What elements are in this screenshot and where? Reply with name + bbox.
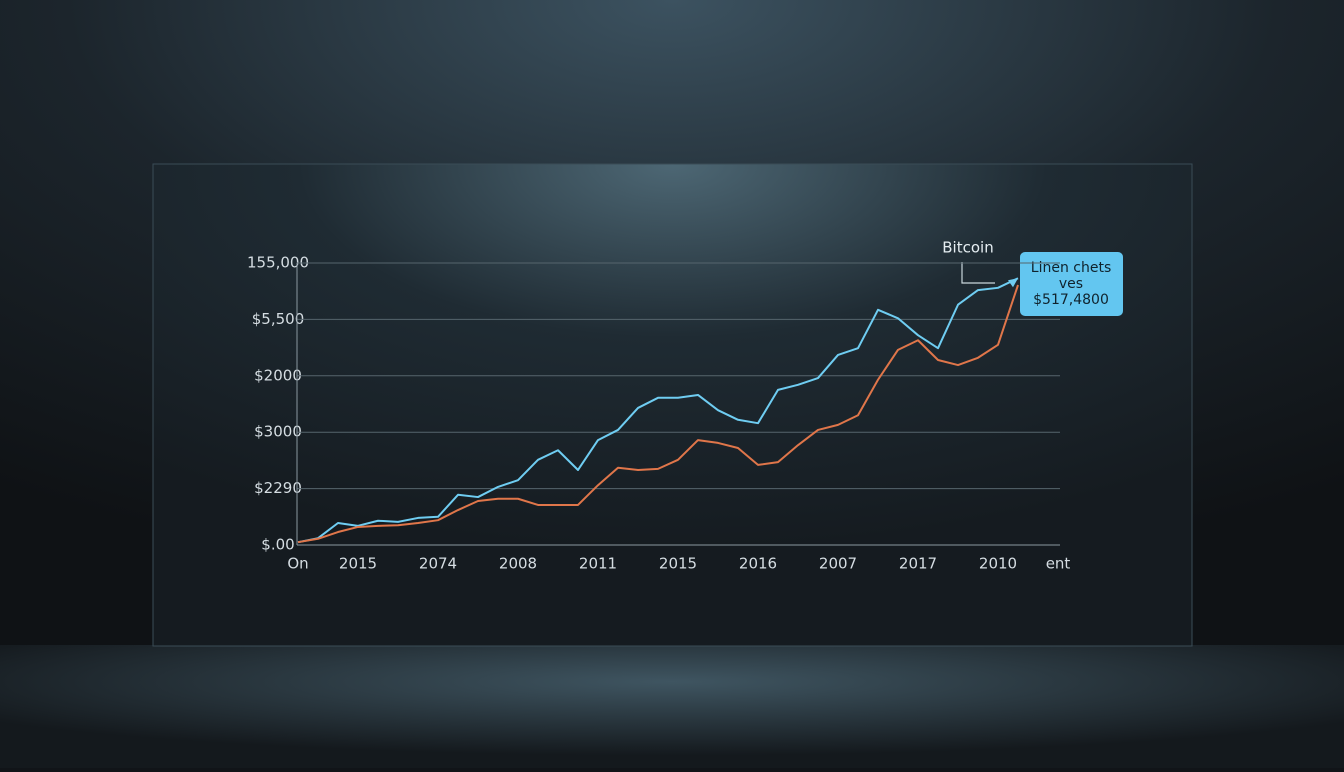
y-tick-label: $5,500 xyxy=(252,310,305,328)
callout-line: ves xyxy=(1059,276,1083,292)
x-tick-label: 2074 xyxy=(419,555,457,573)
x-tick-label: On xyxy=(287,555,308,573)
x-tick-label: ent xyxy=(1046,555,1071,573)
arrow-head xyxy=(1008,278,1018,288)
x-tick-label: 2011 xyxy=(579,555,617,573)
x-tick-label: 2017 xyxy=(899,555,937,573)
connector xyxy=(961,262,995,284)
callout-line: Linen chets xyxy=(1031,260,1111,276)
y-tick-label: $2000 xyxy=(254,366,302,384)
x-tick-label: 2016 xyxy=(739,555,777,573)
series-line xyxy=(297,277,1019,544)
y-tick-label: $.00 xyxy=(261,536,294,554)
x-tick-label: 2010 xyxy=(979,555,1017,573)
x-tick-label: 2007 xyxy=(819,555,857,573)
x-tick-label: 2015 xyxy=(339,555,377,573)
y-tick-label: 155,000 xyxy=(247,254,309,272)
y-tick-label: $3000 xyxy=(254,423,302,441)
panel xyxy=(152,163,1193,647)
x-tick-label: 2008 xyxy=(499,555,537,573)
legend-label: Bitcoin xyxy=(942,239,993,257)
y-tick-label: $2290 xyxy=(254,479,302,497)
series-line xyxy=(297,284,1019,544)
floor xyxy=(0,645,1344,768)
callout-line: $517,4800 xyxy=(1033,292,1109,308)
x-tick-label: 2015 xyxy=(659,555,697,573)
callout xyxy=(1020,252,1123,316)
